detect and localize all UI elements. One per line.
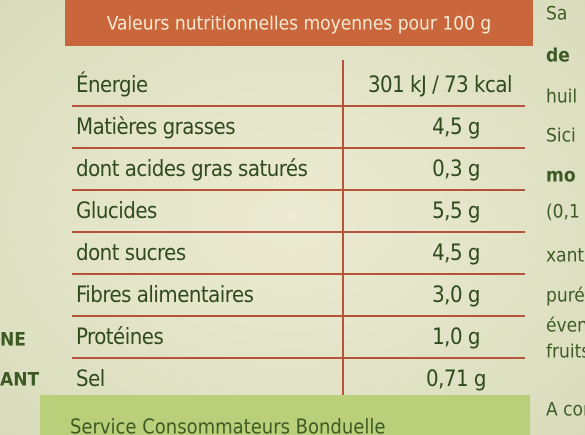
nutrient-value: 4,5 g: [432, 241, 480, 266]
side-text: Sa de huil Sici mo (0,1 xanth purée éventu fruits…: [0, 3, 585, 421]
nutrient-name: Fibres alimentaires: [76, 283, 254, 308]
nutrient-value: 0,3 g: [432, 157, 480, 182]
side-fragment: xanth: [546, 245, 585, 267]
side-fragment: purée: [546, 285, 585, 307]
header-title: Valeurs nutritionnelles moyennes pour 10…: [107, 13, 492, 35]
side-fragment: de: [546, 45, 570, 67]
table: Énergie 301 kJ / 73 kcal Matières grasses 4…: [72, 72, 525, 392]
side-fragment: ANT: [0, 369, 40, 391]
nutrient-name: dont sucres: [76, 241, 186, 266]
footer-text: Service Consommateurs Bonduelle: [70, 415, 385, 435]
nutrient-value: 4,5 g: [432, 115, 480, 140]
nutrient-name: Glucides: [76, 199, 157, 224]
side-fragment: éventu: [546, 315, 585, 337]
side-fragment: huil: [546, 86, 577, 108]
side-fragment: fruits: [546, 341, 585, 363]
side-fragment: NE: [0, 329, 26, 351]
header-band: [65, 0, 533, 46]
side-fragment: A cons: [546, 399, 585, 421]
nutrient-value: 5,5 g: [432, 199, 480, 224]
nutrient-value: 1,0 g: [432, 325, 480, 350]
nutrient-value: 3,0 g: [432, 283, 480, 308]
nutrient-value: 0,71 g: [426, 367, 486, 392]
nutrient-value: 301 kJ / 73 kcal: [368, 73, 512, 98]
side-fragment: Sa: [546, 3, 567, 25]
side-fragment: (0,1: [546, 201, 580, 223]
nutrient-name: Protéines: [76, 325, 163, 350]
nutrient-name: Sel: [76, 367, 105, 392]
nutrient-name: Matières grasses: [76, 115, 235, 140]
side-fragment: mo: [546, 165, 576, 187]
footer-band: [40, 395, 530, 435]
side-fragment: Sici: [546, 125, 576, 147]
nutrient-name: dont acides gras saturés: [76, 157, 308, 182]
nutrient-name: Énergie: [76, 72, 148, 98]
